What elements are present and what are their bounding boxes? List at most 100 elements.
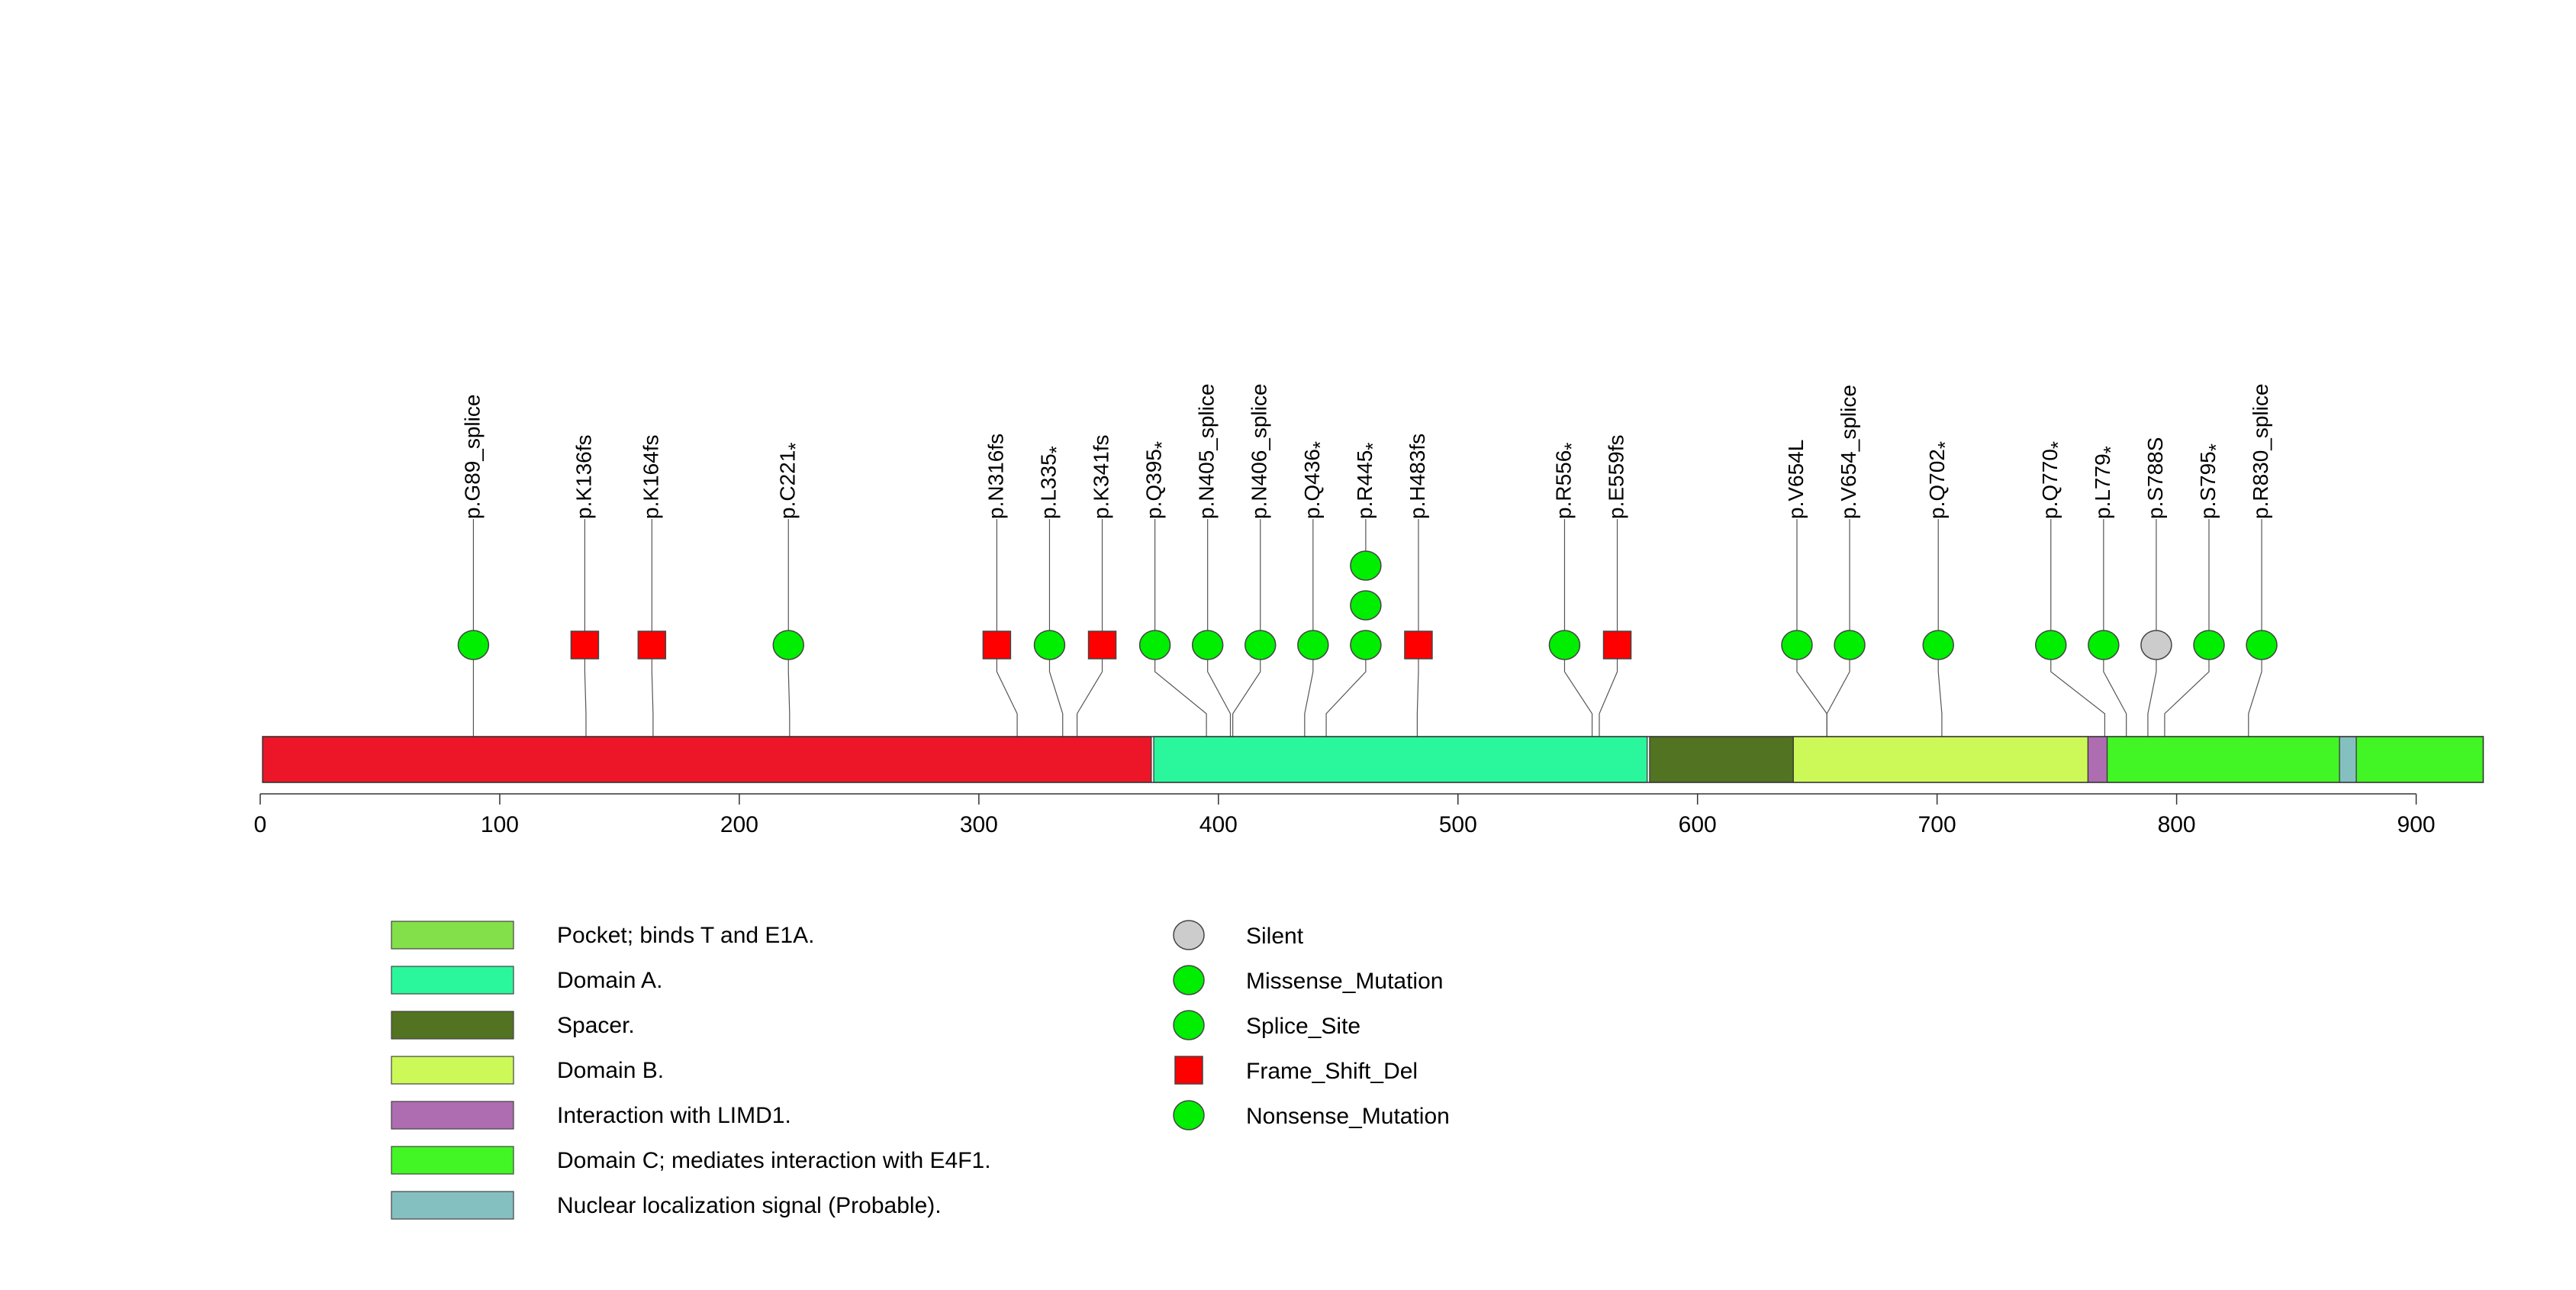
splice-marker (2246, 630, 2278, 660)
axis-tick-label: 700 (1918, 812, 1956, 837)
nonsense-marker (2035, 630, 2067, 660)
nonsense-star: * (1934, 441, 1956, 449)
frameshift-marker (1404, 630, 1433, 660)
protein-domain-segment (2339, 736, 2357, 783)
nonsense-marker (2088, 630, 2120, 660)
mutation-label: p.K164fs (639, 434, 662, 519)
protein-domain-segment (2355, 736, 2484, 783)
axis-tick-label: 600 (1679, 812, 1717, 837)
mutation-label: p.G89_splice (460, 395, 484, 519)
frameshift-marker (637, 630, 667, 660)
legend-splice-icon (1173, 1010, 1205, 1040)
mutation-label: p.N316fs (984, 434, 1007, 519)
legend-domain-label: Domain B. (557, 1058, 664, 1083)
frameshift-marker (1602, 630, 1632, 660)
legend-silent-icon (1173, 920, 1205, 950)
mutation-label: p.L335* (1036, 446, 1067, 519)
nonsense-marker (772, 630, 805, 660)
connector-line (2164, 645, 2210, 737)
nonsense-star: * (1045, 446, 1067, 453)
splice-marker (1244, 630, 1277, 660)
protein-domain-segment (2087, 736, 2108, 783)
frameshift-marker (1087, 630, 1117, 660)
axis-tick-label: 500 (1439, 812, 1477, 837)
protein-domain-segment (1649, 736, 1794, 783)
protein-bar (262, 736, 2484, 783)
nonsense-marker (2193, 630, 2225, 660)
nonsense-marker (1350, 550, 1382, 581)
protein-outline (262, 736, 2484, 783)
mutation-label: p.H483fs (1406, 434, 1429, 519)
legend-mutation-label: Missense_Mutation (1246, 969, 1443, 994)
nonsense-star: * (1309, 441, 1331, 449)
protein-domain-segment (2106, 736, 2340, 783)
splice-marker (1834, 630, 1866, 660)
nonsense-marker (1350, 590, 1382, 621)
protein-domain-segment (262, 736, 1152, 783)
nonsense-marker (1350, 630, 1382, 660)
mutation-label: p.Q702* (1925, 441, 1956, 519)
frameshift-marker (570, 630, 600, 660)
mutation-label: p.Q395* (1142, 441, 1174, 519)
mutation-label: p.K341fs (1090, 434, 1113, 519)
mutation-label: p.N406_splice (1248, 384, 1271, 519)
legend-domain-label: Nuclear localization signal (Probable). (557, 1193, 942, 1218)
mutation-label: p.C221* (775, 443, 807, 519)
mutation-labels: p.G89_splice p.K136fs p.K164fs p.C221* p.N31… (460, 384, 2272, 519)
x-axis: 0 100 200 300 400 500 600 700 800 900 (254, 793, 2436, 837)
axis-tick-label: 0 (254, 812, 267, 837)
legend-domain-swatch (391, 966, 514, 995)
mutation-label: p.R445* (1353, 443, 1384, 519)
axis-tick-label: 200 (720, 812, 758, 837)
mutation-label: p.Q436* (1300, 441, 1331, 519)
nonsense-marker (1033, 630, 1066, 660)
mutation-label: p.E559fs (1605, 434, 1628, 519)
mutation-label: p.N405_splice (1195, 384, 1219, 519)
nonsense-star: * (1361, 443, 1384, 450)
legend-frameshift-icon (1174, 1056, 1203, 1085)
legend-mutation-label: Frame_Shift_Del (1246, 1059, 1418, 1084)
legend-domain-swatch (391, 1056, 514, 1085)
legend-nonsense-icon (1173, 1100, 1205, 1130)
axis-tick-label: 400 (1199, 812, 1238, 837)
mutation-legend: Silent Missense_Mutation Splice_Site Frame_… (1173, 920, 1450, 1130)
legend-domain-label: Domain A. (557, 968, 662, 993)
mutation-label: p.R830_splice (2249, 384, 2272, 519)
legend-mutation-label: Nonsense_Mutation (1246, 1104, 1450, 1129)
legend-mutation-label: Splice_Site (1246, 1014, 1360, 1039)
protein-domain-segment (1792, 736, 2089, 783)
nonsense-star: * (784, 443, 807, 450)
nonsense-marker (1138, 630, 1171, 660)
nonsense-star: * (2099, 446, 2122, 453)
mutation-label: p.V654_splice (1837, 385, 1860, 519)
nonsense-star: * (1560, 443, 1583, 450)
frameshift-marker (982, 630, 1012, 660)
legend-domain-swatch (391, 921, 514, 950)
mutation-label: p.R556* (1551, 443, 1583, 519)
axis-tick-label: 900 (2397, 812, 2436, 837)
domain-legend: Pocket; binds T and E1A. Domain A. Spacer.… (391, 921, 991, 1220)
mutation-markers (457, 550, 2278, 660)
missense-marker (1781, 630, 1813, 660)
legend-domain-label: Domain C; mediates interaction with E4F1… (557, 1148, 991, 1173)
mutation-label: p.L779* (2091, 446, 2122, 519)
legend-domain-swatch (391, 1101, 514, 1130)
protein-domain-segment (1153, 736, 1648, 783)
silent-marker (2140, 630, 2172, 660)
nonsense-marker (1548, 630, 1581, 660)
nonsense-star: * (2204, 443, 2227, 451)
legend-domain-swatch (391, 1191, 514, 1220)
mutation-label: p.V654L (1784, 440, 1808, 519)
mutation-label: p.K136fs (572, 434, 595, 519)
legend-domain-swatch (391, 1146, 514, 1175)
axis-tick-label: 800 (2158, 812, 2196, 837)
legend-domain-label: Spacer. (557, 1013, 635, 1038)
nonsense-marker (1297, 630, 1329, 660)
axis-tick-label: 300 (960, 812, 998, 837)
mutation-label: p.S788S (2143, 437, 2167, 519)
legend-mutation-label: Silent (1246, 924, 1304, 949)
splice-marker (457, 630, 490, 660)
legend-domain-swatch (391, 1011, 514, 1040)
mutation-label: p.Q770* (2038, 441, 2069, 519)
